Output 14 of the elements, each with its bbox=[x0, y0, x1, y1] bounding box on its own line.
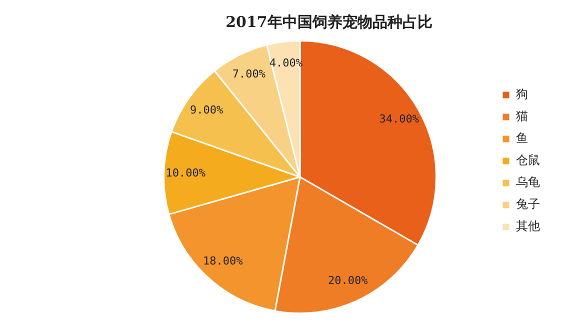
data-label: 10.00% bbox=[166, 166, 206, 180]
data-label: 34.00% bbox=[379, 112, 420, 126]
legend-label: 其他 bbox=[516, 219, 540, 234]
legend-label: 狗 bbox=[516, 87, 528, 102]
legend-label: 猫 bbox=[516, 109, 528, 124]
data-label: 18.00% bbox=[203, 254, 244, 268]
data-label: 20.00% bbox=[328, 274, 368, 287]
chart-title: 2017年中国饲养宠物品种占比 bbox=[226, 12, 432, 31]
legend-label: 鱼 bbox=[516, 131, 528, 146]
data-label: 9.00% bbox=[190, 104, 224, 117]
data-label: 7.00% bbox=[232, 67, 266, 80]
legend-label: 仓鼠 bbox=[516, 153, 540, 168]
legend-label: 乌龟 bbox=[516, 175, 540, 190]
legend-label: 兔子 bbox=[516, 197, 540, 212]
